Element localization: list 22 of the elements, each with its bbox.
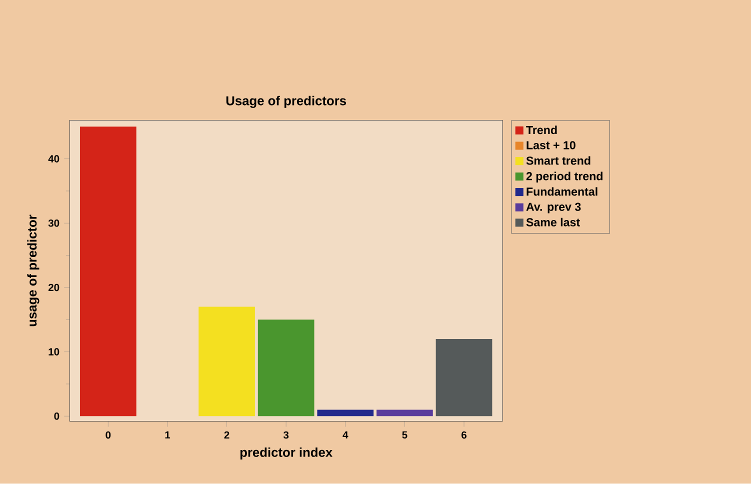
- legend-label: Last + 10: [526, 141, 576, 150]
- y-axis-title: usage of predictor: [27, 215, 40, 326]
- y-tick-label: 40: [48, 155, 60, 163]
- y-tick-label: 0: [54, 412, 60, 420]
- x-tick-label: 3: [283, 432, 289, 439]
- x-tick-label: 4: [342, 432, 348, 439]
- legend-label: Av. prev 3: [526, 202, 581, 214]
- legend-label: Same last: [526, 218, 580, 227]
- legend-label: Smart trend: [526, 156, 590, 166]
- x-tick-label: 2: [224, 432, 230, 439]
- y-tick-label: 20: [48, 284, 60, 292]
- x-tick-label: 6: [462, 432, 466, 439]
- y-tick-label: 10: [48, 348, 60, 356]
- x-tick-label: 5: [402, 432, 408, 439]
- chart-title: Usage of predictors: [226, 96, 346, 108]
- x-tick-label: 1: [165, 432, 170, 439]
- legend-label: Trend: [526, 126, 557, 134]
- legend-label: 2 period trend: [526, 172, 602, 183]
- x-tick-label: 0: [106, 432, 111, 439]
- y-tick-label: 30: [48, 220, 60, 228]
- x-axis-title: predictor index: [240, 448, 332, 460]
- legend-label: Fundamental: [526, 187, 598, 196]
